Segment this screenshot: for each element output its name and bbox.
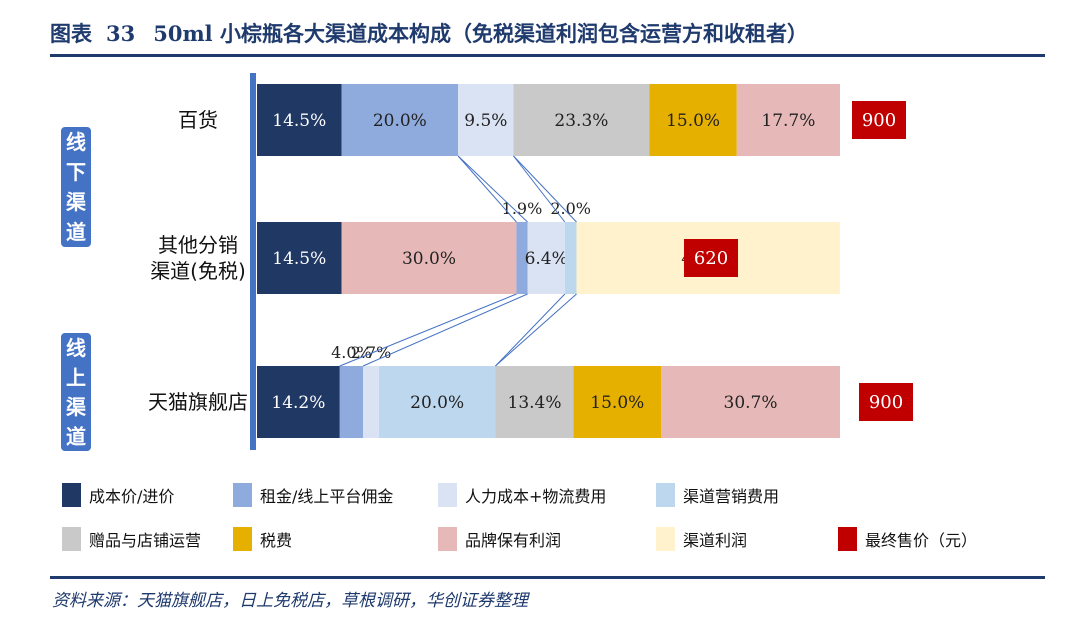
data-label-brand_profit-2: 30.7% <box>724 393 778 413</box>
bar-tax-0 <box>649 84 737 156</box>
price-box-0 <box>852 101 906 139</box>
bar-brand_profit-0 <box>736 84 840 156</box>
connector-line-0 <box>457 155 517 223</box>
group-tag-1 <box>61 333 91 451</box>
group-tag-char-0-2: 渠 <box>66 190 87 214</box>
connector-line-7 <box>495 293 577 367</box>
group-tag-char-1-2: 渠 <box>66 395 87 419</box>
price-box-1 <box>684 239 738 277</box>
bar-rent-0 <box>341 84 459 156</box>
price-label-2: 900 <box>869 392 903 413</box>
category-label-1-1: 渠道(免税) <box>150 259 246 283</box>
bar-store_ops-0 <box>513 84 650 156</box>
connector-line-2 <box>513 155 566 223</box>
group-tag-char-0-3: 道 <box>66 220 86 244</box>
category-label-0-0: 百货 <box>178 108 218 132</box>
group-tag-char-1-3: 道 <box>66 424 86 448</box>
price-label-1: 620 <box>694 248 728 269</box>
bar-cost-2 <box>257 366 340 438</box>
chart-title: 图表 33 50ml 小棕瓶各大渠道成本构成（免税渠道利润包含运营方和收租者） <box>50 18 808 48</box>
bar-cost-0 <box>257 84 342 156</box>
connector-line-3 <box>513 155 577 223</box>
data-label-cost-0: 14.5% <box>272 111 326 131</box>
data-label-rent-0: 20.0% <box>373 111 427 131</box>
data-label-labor-1: 6.4% <box>525 249 568 269</box>
connector-line-6 <box>495 293 566 367</box>
connector-line-1 <box>457 155 528 223</box>
data-label-marketing-2: 20.0% <box>410 393 464 413</box>
bar-brand_profit-2 <box>661 366 840 438</box>
bar-rent-1 <box>516 222 528 294</box>
bar-marketing-2 <box>378 366 496 438</box>
source-note: 资料来源：天猫旗舰店，日上免税店，草根调研，华创证券整理 <box>52 591 528 611</box>
connector-line-5 <box>362 293 528 367</box>
bar-rent-2 <box>339 366 364 438</box>
price-box-2 <box>859 383 913 421</box>
bar-labor-1 <box>527 222 565 294</box>
connector-line-4 <box>339 293 517 367</box>
data-label-store_ops-2: 13.4% <box>508 393 562 413</box>
group-tag-0 <box>61 127 91 247</box>
footer-rule <box>50 576 1045 579</box>
price-label-0: 900 <box>862 110 896 131</box>
data-label-brand_profit-1: 30.0% <box>402 249 456 269</box>
data-label-store_ops-0: 23.3% <box>554 111 608 131</box>
bar-store_ops-2 <box>495 366 574 438</box>
category-axis <box>250 73 256 450</box>
data-label-labor-0: 9.5% <box>464 111 507 131</box>
bar-marketing-1 <box>564 222 577 294</box>
category-label-2-0: 天猫旗舰店 <box>148 390 248 414</box>
group-tag-char-0-1: 下 <box>66 160 86 184</box>
data-label-cost-2: 14.2% <box>271 393 325 413</box>
bar-tax-2 <box>573 366 662 438</box>
category-label-1-0: 其他分销 <box>158 233 238 257</box>
data-label-rent-1: 1.9% <box>502 199 543 218</box>
group-tag-char-1-1: 上 <box>66 365 86 389</box>
bar-labor-2 <box>363 366 379 438</box>
data-label-tax-2: 15.0% <box>590 393 644 413</box>
data-label-cost-1: 14.5% <box>272 249 326 269</box>
bar-cost-1 <box>257 222 342 294</box>
data-label-marketing-1: 2.0% <box>550 199 591 218</box>
bar-labor-0 <box>458 84 514 156</box>
chart-title-text: 50ml 小棕瓶各大渠道成本构成（免税渠道利润包含运营方和收租者） <box>153 21 808 46</box>
data-label-tax-0: 15.0% <box>666 111 720 131</box>
title-rule <box>50 54 1045 57</box>
chart-title-label: 图表 <box>50 21 92 46</box>
bar-brand_profit-1 <box>341 222 517 294</box>
data-label-brand_profit-0: 17.7% <box>761 111 815 131</box>
group-tag-char-1-0: 线 <box>66 336 86 360</box>
chart-title-number: 33 <box>106 21 136 46</box>
group-tag-char-0-0: 线 <box>66 130 86 154</box>
